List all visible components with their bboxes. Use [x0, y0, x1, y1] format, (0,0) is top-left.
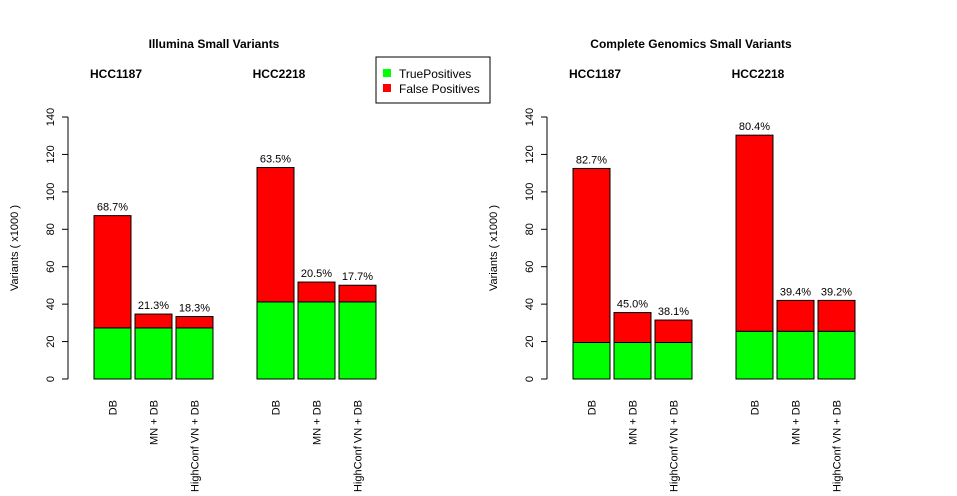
bar-true-positives-hcc2218-highconf-vn-db — [817, 330, 856, 380]
legend-swatch-true-positives — [383, 69, 391, 77]
bar-true-positives-hcc1187-db — [572, 342, 611, 380]
x-category-label-hcc2218-highconf-vn-db: HighConf VN + DB — [353, 400, 365, 492]
bar-false-positives-hcc2218-db — [256, 167, 295, 303]
x-category-label-hcc1187-db: DB — [108, 400, 120, 415]
y-tick-label: 140 — [524, 108, 536, 126]
percent-label-hcc1187-mn-db: 21.3% — [138, 300, 169, 312]
y-tick-label: 100 — [45, 183, 57, 201]
bar-false-positives-hcc1187-db — [93, 215, 132, 329]
percent-label-hcc2218-highconf-vn-db: 39.2% — [821, 286, 852, 298]
bar-true-positives-hcc1187-highconf-vn-db — [654, 342, 693, 380]
y-tick-label: 80 — [45, 223, 57, 235]
x-category-label-hcc1187-highconf-vn-db: HighConf VN + DB — [669, 400, 681, 492]
percent-label-hcc1187-highconf-vn-db: 18.3% — [179, 302, 210, 314]
legend: TruePositives False Positives — [375, 56, 491, 104]
bar-false-positives-hcc2218-highconf-vn-db — [338, 284, 377, 303]
percent-label-hcc2218-mn-db: 20.5% — [301, 268, 332, 280]
percent-label-hcc1187-db: 68.7% — [97, 202, 128, 214]
x-category-label-hcc1187-mn-db: MN + DB — [149, 400, 161, 445]
bar-false-positives-hcc1187-db — [572, 167, 611, 344]
bar-true-positives-hcc2218-highconf-vn-db — [338, 301, 377, 380]
bar-false-positives-hcc1187-highconf-vn-db — [654, 319, 693, 344]
y-tick-label: 20 — [524, 335, 536, 347]
percent-label-hcc1187-db: 82.7% — [576, 154, 607, 166]
y-tick-label: 120 — [45, 145, 57, 163]
y-tick-label: 40 — [524, 298, 536, 310]
bar-true-positives-hcc2218-db — [256, 301, 295, 380]
group-label-hcc2218: HCC2218 — [732, 67, 785, 81]
percent-label-hcc1187-highconf-vn-db: 38.1% — [658, 306, 689, 318]
x-category-label-hcc2218-highconf-vn-db: HighConf VN + DB — [832, 400, 844, 492]
y-tick-label: 0 — [524, 376, 536, 382]
legend-swatch-false-positives — [383, 84, 391, 92]
y-tick-label: 0 — [45, 376, 57, 382]
legend-label-true-positives: TruePositives — [399, 67, 471, 81]
y-tick-label: 60 — [45, 261, 57, 273]
x-category-label-hcc1187-db: DB — [587, 400, 599, 415]
chart-title: Complete Genomics Small Variants — [590, 37, 792, 51]
complete-genomics-panel: Complete Genomics Small Variants 0 20 40 60 8… — [488, 37, 856, 492]
bar-false-positives-hcc2218-highconf-vn-db — [817, 299, 856, 332]
bar-true-positives-hcc2218-db — [735, 330, 774, 380]
percent-label-hcc1187-mn-db: 45.0% — [617, 299, 648, 311]
group-label-hcc2218: HCC2218 — [253, 67, 306, 81]
legend-label-false-positives: False Positives — [399, 82, 480, 96]
x-category-label-hcc1187-mn-db: MN + DB — [628, 400, 640, 445]
percent-label-hcc2218-mn-db: 39.4% — [780, 286, 811, 298]
y-tick-label: 140 — [45, 108, 57, 126]
bar-false-positives-hcc2218-mn-db — [297, 281, 336, 303]
legend-box — [375, 56, 491, 104]
y-axis-label: Variants ( x1000 ) — [488, 205, 500, 291]
bar-false-positives-hcc1187-mn-db — [134, 313, 173, 329]
bar-false-positives-hcc2218-db — [735, 134, 774, 332]
bar-true-positives-hcc1187-highconf-vn-db — [175, 327, 214, 380]
y-tick-label: 120 — [524, 145, 536, 163]
bar-true-positives-hcc2218-mn-db — [297, 301, 336, 380]
percent-label-hcc2218-highconf-vn-db: 17.7% — [342, 271, 373, 283]
x-category-label-hcc2218-db: DB — [271, 400, 283, 415]
x-category-label-hcc2218-mn-db: MN + DB — [791, 400, 803, 445]
y-tick-label: 40 — [45, 298, 57, 310]
y-tick-label: 20 — [45, 335, 57, 347]
y-tick-label: 80 — [524, 223, 536, 235]
group-label-hcc1187: HCC1187 — [90, 67, 142, 81]
percent-label-hcc2218-db: 63.5% — [260, 154, 291, 166]
bar-false-positives-hcc1187-mn-db — [613, 312, 652, 344]
group-label-hcc1187: HCC1187 — [569, 67, 621, 81]
y-tick-label: 100 — [524, 183, 536, 201]
bar-true-positives-hcc1187-mn-db — [613, 342, 652, 380]
bar-false-positives-hcc2218-mn-db — [776, 299, 815, 332]
x-category-label-hcc2218-db: DB — [750, 400, 762, 415]
illumina-panel: Illumina Small Variants 0 20 40 60 80 100 120 14… — [9, 37, 377, 492]
bar-true-positives-hcc1187-db — [93, 327, 132, 380]
x-category-label-hcc1187-highconf-vn-db: HighConf VN + DB — [190, 400, 202, 492]
y-tick-label: 60 — [524, 261, 536, 273]
y-axis-label: Variants ( x1000 ) — [9, 205, 21, 291]
bar-true-positives-hcc1187-mn-db — [134, 327, 173, 380]
chart-title: Illumina Small Variants — [149, 37, 280, 51]
percent-label-hcc2218-db: 80.4% — [739, 121, 770, 133]
x-category-label-hcc2218-mn-db: MN + DB — [312, 400, 324, 445]
bar-false-positives-hcc1187-highconf-vn-db — [175, 315, 214, 329]
bar-true-positives-hcc2218-mn-db — [776, 330, 815, 380]
